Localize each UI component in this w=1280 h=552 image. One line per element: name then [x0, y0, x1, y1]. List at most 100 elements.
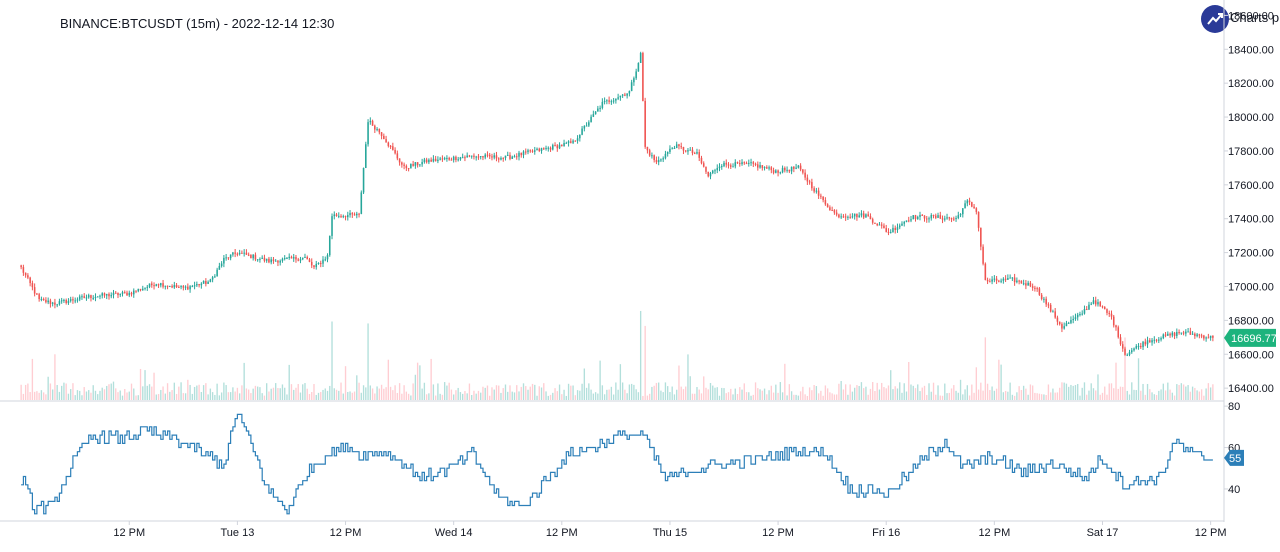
candle-body	[443, 158, 446, 160]
candle-body	[894, 227, 897, 230]
volume-bar	[995, 388, 998, 400]
candle-body	[542, 148, 545, 150]
candle-body	[1200, 335, 1203, 337]
candle-body	[103, 293, 106, 296]
volume-bar	[975, 367, 978, 400]
candle-body	[923, 215, 926, 219]
candle-body	[793, 166, 795, 169]
volume-bar	[554, 388, 556, 400]
candle-body	[76, 299, 79, 301]
volume-bar	[33, 391, 36, 400]
candle-body	[430, 159, 432, 162]
volume-bar	[599, 360, 601, 400]
volume-bar	[1142, 383, 1144, 400]
candle-body	[196, 284, 198, 286]
candle-body	[547, 147, 550, 149]
candle-body	[191, 286, 194, 288]
candle-body	[912, 215, 915, 220]
candle-body	[876, 223, 878, 226]
candle-body	[1155, 339, 1158, 341]
volume-bar	[531, 383, 534, 400]
volume-bar	[567, 383, 570, 400]
volume-bar	[99, 390, 101, 400]
volume-bar	[894, 386, 896, 400]
candle-body	[518, 152, 520, 157]
last-price-label: 16696.77	[1231, 333, 1277, 345]
volume-bar	[110, 383, 112, 400]
candle-body	[968, 200, 971, 203]
volume-bar	[1095, 390, 1097, 400]
volume-bar	[754, 382, 757, 400]
volume-bar	[829, 392, 831, 400]
candle-body	[270, 259, 272, 263]
volume-bar	[727, 392, 730, 400]
candle-body	[980, 227, 982, 247]
volume-bar	[543, 383, 545, 400]
candle-body	[860, 213, 863, 216]
candle-body	[734, 162, 737, 167]
candle-body	[820, 195, 822, 197]
volume-bar	[1128, 394, 1131, 400]
volume-bar	[347, 391, 349, 400]
candle-body	[247, 254, 250, 256]
candle-body	[344, 216, 347, 218]
volume-bar	[651, 386, 653, 400]
candle-body	[522, 151, 525, 156]
candle-body	[299, 259, 302, 261]
candle-body	[1173, 332, 1176, 336]
candle-body	[588, 122, 590, 126]
volume-bar	[822, 395, 824, 400]
volume-bar	[1135, 390, 1137, 400]
volume-bar	[486, 385, 489, 400]
volume-bar	[290, 384, 293, 400]
candle-body	[540, 148, 543, 152]
volume-bar	[423, 382, 426, 400]
candle-body	[698, 152, 701, 158]
volume-bar	[279, 388, 281, 400]
candle-body	[403, 164, 405, 166]
candle-body	[826, 204, 829, 208]
candle-body	[1169, 333, 1171, 336]
volume-bar	[252, 388, 254, 400]
volume-bar	[730, 388, 732, 400]
volume-bar	[912, 385, 914, 400]
volume-bar	[211, 392, 214, 400]
candle-body	[1063, 326, 1065, 329]
volume-bar	[468, 383, 471, 400]
candle-body	[1007, 278, 1009, 280]
volume-bar	[950, 388, 953, 400]
candle-body	[340, 215, 342, 217]
volume-bar	[464, 391, 466, 400]
volume-bar	[851, 391, 854, 400]
candle-body	[383, 135, 385, 140]
volume-bar	[784, 363, 786, 400]
volume-bar	[923, 385, 926, 400]
candle-body	[151, 283, 153, 286]
candle-body	[919, 214, 921, 217]
candle-body	[957, 215, 960, 219]
volume-bar	[419, 365, 421, 400]
volume-bar	[513, 392, 516, 400]
candle-body	[1110, 313, 1113, 317]
candle-body	[948, 217, 951, 219]
volume-bar	[939, 395, 941, 400]
candle-body	[1121, 344, 1124, 349]
volume-bar	[869, 388, 872, 400]
candle-body	[1126, 354, 1129, 356]
volume-bar	[977, 389, 980, 400]
volume-bar	[885, 388, 887, 400]
candle-body	[1002, 278, 1005, 281]
candle-body	[878, 224, 881, 226]
candle-body	[707, 171, 710, 177]
volume-bar	[601, 385, 604, 400]
candle-body	[182, 286, 185, 288]
candle-body	[1209, 335, 1212, 338]
candle-body	[565, 142, 568, 144]
candle-body	[455, 156, 457, 161]
candle-body	[835, 212, 838, 215]
volume-bar	[205, 383, 207, 400]
candle-body	[236, 253, 239, 255]
volume-bar	[225, 385, 227, 400]
